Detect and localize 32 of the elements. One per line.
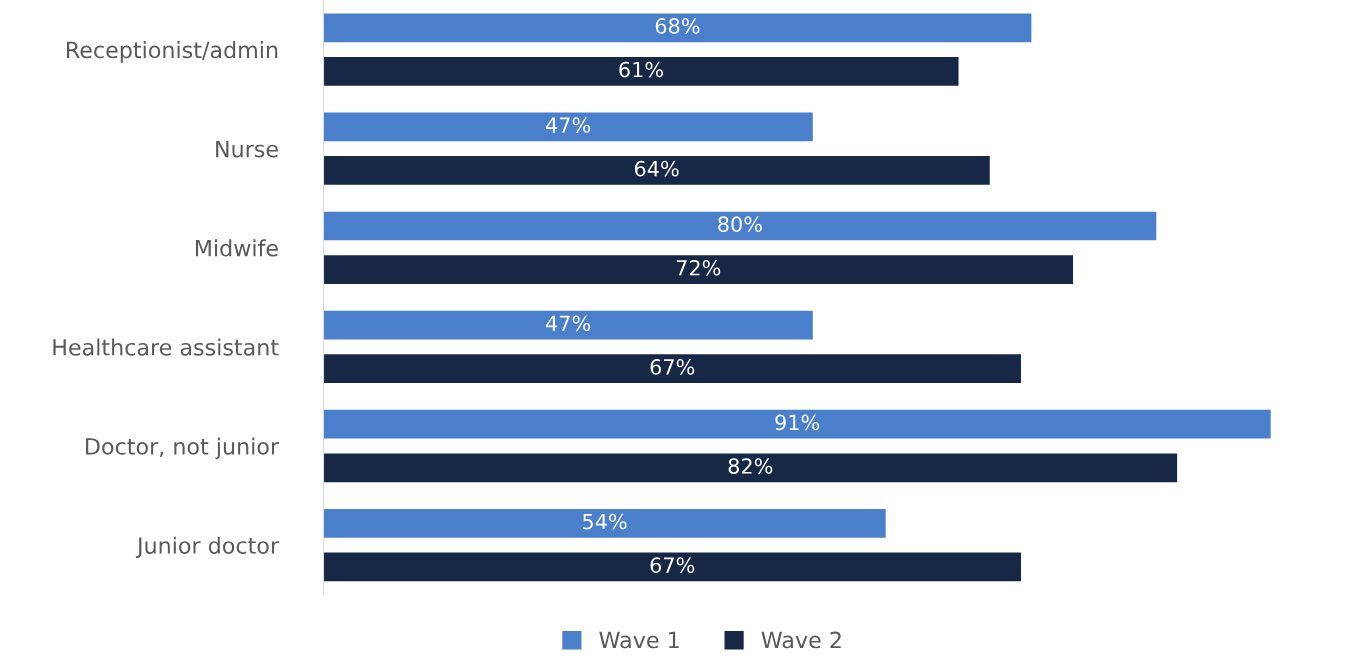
data-label: 72% <box>676 259 721 276</box>
data-label: 61% <box>619 61 664 78</box>
data-label: 47% <box>546 315 591 332</box>
y-tick-label: Nurse <box>216 140 278 158</box>
bar <box>323 255 1074 284</box>
legend-label: Wave 2 <box>761 631 841 649</box>
bar <box>323 112 813 142</box>
bar <box>323 453 1178 483</box>
data-label: 64% <box>634 160 679 177</box>
bar <box>323 354 1021 384</box>
y-tick-label: Healthcare assistant <box>53 338 279 356</box>
data-label: 91% <box>775 414 820 431</box>
legend-label: Wave 1 <box>599 631 679 649</box>
bar <box>323 156 990 185</box>
bar <box>323 13 1032 43</box>
data-label: 80% <box>718 216 762 233</box>
y-tick-label: Doctor, not junior <box>86 437 280 460</box>
data-label: 47% <box>546 117 591 133</box>
data-label: 67% <box>650 557 695 574</box>
bar <box>323 211 1157 241</box>
bar <box>323 552 1021 582</box>
bar <box>323 57 959 86</box>
data-label: 67% <box>650 359 695 375</box>
data-label: 54% <box>583 513 627 530</box>
y-tick-label: Receptionist/admin <box>66 41 278 63</box>
y-tick-label: Junior doctor <box>135 536 280 559</box>
bar <box>323 409 1271 439</box>
bar <box>323 509 886 538</box>
y-tick-label: Midwife <box>195 239 278 257</box>
data-label: 82% <box>728 458 773 474</box>
data-label: 68% <box>655 18 700 34</box>
bar <box>323 310 813 340</box>
